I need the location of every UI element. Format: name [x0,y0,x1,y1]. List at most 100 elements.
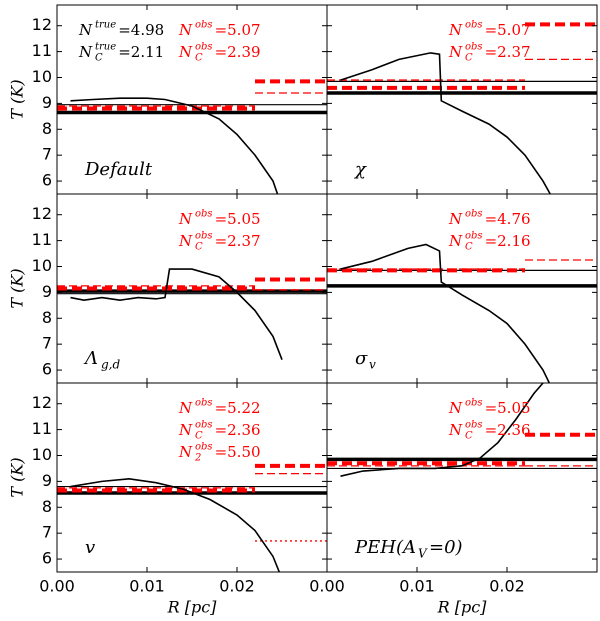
annotation-sub: C [195,53,203,64]
annotation-symbol: N [448,232,463,250]
panel-label-after: =0) [429,537,463,558]
annotation-sup: obs [465,209,483,220]
profile-line [70,477,281,572]
annotation-sup: obs [465,398,483,409]
annotation-value: =2.11 [118,43,164,61]
plot-area [327,383,597,477]
x-tick-label: 0.01 [399,577,435,596]
x-tick-label: 0.02 [489,577,525,596]
profile-line [340,383,544,477]
y-tick-label: 12 [32,204,52,223]
annotation-value: =2.16 [485,232,531,250]
annotation-value: =4.98 [118,21,164,39]
annotation-symbol: N [448,210,463,228]
annotation-symbol: N [448,399,463,417]
annotation-sup: true [95,20,116,31]
y-tick-label: 6 [42,171,52,190]
annotation-symbol: N [178,421,193,439]
annotation-symbol: N [448,21,463,39]
annotation-sub: C [195,431,203,442]
panel-label-sub: g,d [101,358,120,372]
panel-label-sub: v [369,358,376,372]
annotation-value: =2.37 [215,232,261,250]
annotation-sup: obs [195,42,213,53]
annotation-value: =5.07 [215,21,261,39]
annotation-sup: obs [195,209,213,220]
y-axis-label: T (K) [8,457,27,497]
annotation-sup: obs [465,420,483,431]
annotation-sup: obs [195,420,213,431]
annotation-value: =2.36 [485,421,531,439]
annotation-value: =2.39 [215,43,261,61]
annotation-sup: obs [195,442,213,453]
annotation-symbol: N [178,443,193,461]
panel-label: σ [355,348,368,369]
x-tick-label: 0.02 [219,577,255,596]
y-tick-label: 10 [32,67,52,86]
panel-label: χ [353,159,367,180]
annotation-value: =5.07 [485,21,531,39]
y-tick-label: 11 [32,41,52,60]
annotation-sup: obs [465,42,483,53]
y-tick-label: 9 [42,282,52,301]
annotation-value: =5.50 [215,443,261,461]
y-axis-label: T (K) [8,79,27,119]
profile-line [340,52,551,194]
annotation-symbol: N [448,43,463,61]
y-tick-label: 11 [32,419,52,438]
x-tick-label: 0.01 [129,577,165,596]
x-axis-label: R [pc] [437,598,488,617]
plot-area [327,243,597,383]
y-tick-label: 7 [42,334,52,353]
y-tick-label: 11 [32,230,52,249]
panel-frame [326,382,598,573]
y-tick-label: 8 [42,308,52,327]
annotation-symbol: N [178,210,193,228]
panel-label: PEH(A [354,537,416,558]
y-tick-label: 8 [42,497,52,516]
annotation-sub: C [465,242,473,253]
annotation-symbol: N [448,421,463,439]
annotation-value: =5.05 [215,210,261,228]
annotation-sup: true [95,42,116,53]
annotation-value: =2.36 [215,421,261,439]
annotation-symbol: N [178,232,193,250]
annotation-symbol: N [178,399,193,417]
y-tick-label: 12 [32,15,52,34]
annotation-sub: C [465,431,473,442]
annotation-symbol: N [78,43,93,61]
y-tick-label: 7 [42,145,52,164]
y-tick-label: 9 [42,93,52,112]
plot-area [57,79,327,194]
annotation-sup: obs [195,20,213,31]
y-tick-label: 6 [42,549,52,568]
plot-area [57,463,327,572]
panel-label: Λ [83,348,98,369]
profile-line [340,243,551,383]
plot-area [57,268,327,360]
profile-line [70,268,283,360]
y-axis-label: T (K) [8,268,27,308]
annotation-symbol: N [78,21,93,39]
y-tick-label: 8 [42,119,52,138]
panel-label: Default [84,159,153,180]
plot-area [327,22,597,194]
annotation-value: =5.05 [485,399,531,417]
y-tick-label: 12 [32,393,52,412]
x-tick-label: 0.00 [39,577,75,596]
y-tick-label: 10 [32,445,52,464]
annotation-sub: 2 [194,453,201,464]
annotation-symbol: N [178,21,193,39]
annotation-sub: C [465,53,473,64]
annotation-sup: obs [465,20,483,31]
annotation-value: =4.76 [485,210,531,228]
annotation-symbol: N [178,43,193,61]
y-tick-label: 7 [42,523,52,542]
annotation-sub: C [195,242,203,253]
y-tick-label: 10 [32,256,52,275]
panel-label-sub: V [418,547,428,561]
annotation-value: =2.37 [485,43,531,61]
y-tick-label: 9 [42,471,52,490]
annotation-sup: obs [465,231,483,242]
